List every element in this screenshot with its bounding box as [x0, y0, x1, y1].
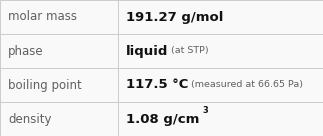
Text: phase: phase	[8, 44, 44, 58]
Text: 1.08 g/cm: 1.08 g/cm	[126, 112, 199, 126]
Text: boiling point: boiling point	[8, 78, 82, 92]
Text: 3: 3	[202, 106, 208, 115]
Text: density: density	[8, 112, 51, 126]
Text: (measured at 66.65 Pa): (measured at 66.65 Pa)	[191, 81, 303, 89]
Text: (at STP): (at STP)	[171, 47, 209, 55]
Text: molar mass: molar mass	[8, 10, 77, 24]
Text: 117.5 °C: 117.5 °C	[126, 78, 188, 92]
Text: 191.27 g/mol: 191.27 g/mol	[126, 10, 223, 24]
Text: liquid: liquid	[126, 44, 168, 58]
